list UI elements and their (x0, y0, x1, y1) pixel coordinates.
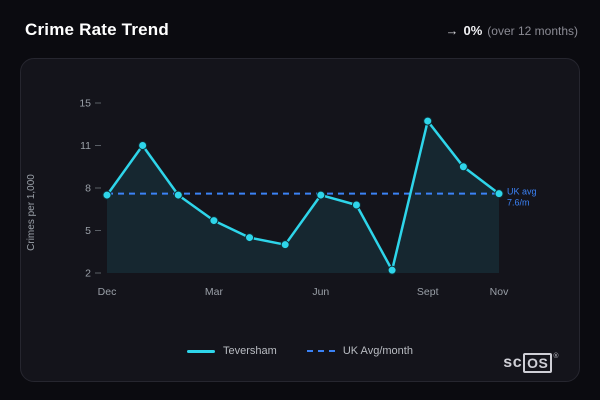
registered-mark: ® (553, 353, 559, 360)
header: Crime Rate Trend → 0% (over 12 months) (25, 20, 578, 40)
svg-text:Dec: Dec (98, 286, 117, 298)
svg-text:8: 8 (85, 183, 91, 195)
trend-summary: → 0% (over 12 months) (446, 23, 579, 38)
trend-value: 0% (463, 23, 483, 38)
svg-text:Sept: Sept (417, 286, 439, 298)
chart-wrap: 2 5 8 11 15 Dec Mar Jun Sept Nov UK avg 7.6/m (59, 81, 564, 331)
svg-text:11: 11 (80, 140, 91, 152)
solid-line-swatch-icon (187, 349, 216, 353)
crime-trend-card: Crimes per 1,000 2 5 8 11 15 Dec Mar Jun Sept Nov… (20, 58, 580, 382)
logo-boxed: OS (523, 353, 553, 373)
svg-text:5: 5 (85, 225, 91, 237)
y-axis-label: Crimes per 1,000 (25, 174, 37, 251)
logo-prefix: sc (503, 354, 523, 371)
scos-logo: sc OS ® (503, 353, 559, 373)
svg-text:Mar: Mar (205, 286, 224, 298)
svg-text:2: 2 (85, 268, 91, 280)
svg-text:15: 15 (79, 98, 91, 110)
legend-label: UK Avg/month (342, 345, 413, 357)
svg-text:Jun: Jun (312, 286, 329, 298)
page-title: Crime Rate Trend (25, 20, 169, 39)
svg-text:Nov: Nov (490, 286, 509, 298)
dashed-line-swatch-icon (306, 350, 335, 352)
crime-chart: 2 5 8 11 15 Dec Mar Jun Sept Nov UK avg 7.6/m (79, 98, 537, 299)
trend-arrow-icon: → (445, 23, 459, 38)
chart-legend: Teversham UK Avg/month (21, 345, 579, 357)
legend-label: Teversham (223, 345, 277, 357)
legend-item-uk-avg: UK Avg/month (306, 345, 413, 357)
trend-caption: (over 12 months) (487, 24, 578, 38)
legend-item-teversham: Teversham (187, 345, 277, 357)
